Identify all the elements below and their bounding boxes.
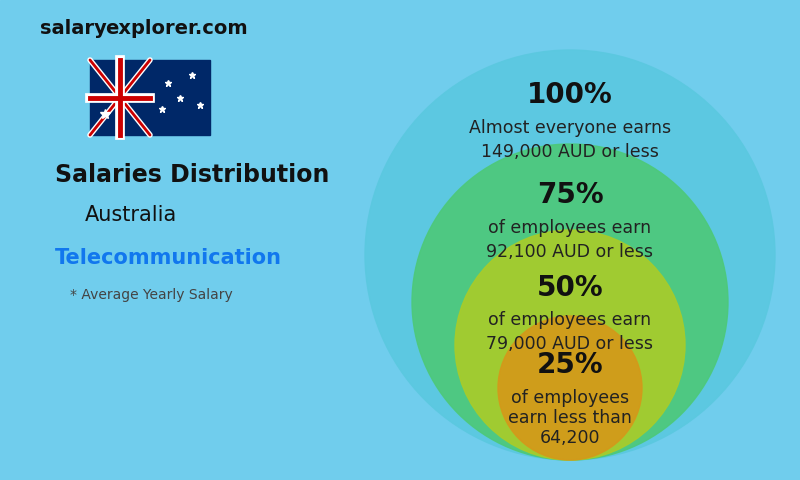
Text: 100%: 100%	[527, 81, 613, 109]
Text: Almost everyone earns: Almost everyone earns	[469, 119, 671, 137]
Text: of employees earn: of employees earn	[489, 219, 651, 237]
Text: 25%: 25%	[537, 351, 603, 379]
Text: Australia: Australia	[85, 205, 178, 225]
Text: 79,000 AUD or less: 79,000 AUD or less	[486, 335, 654, 353]
Text: 75%: 75%	[537, 181, 603, 209]
Text: 92,100 AUD or less: 92,100 AUD or less	[486, 243, 654, 261]
Ellipse shape	[498, 316, 642, 460]
Text: salary: salary	[40, 19, 106, 37]
Text: of employees: of employees	[511, 389, 629, 407]
Text: of employees earn: of employees earn	[489, 311, 651, 329]
Text: 149,000 AUD or less: 149,000 AUD or less	[481, 143, 659, 161]
Ellipse shape	[455, 230, 685, 460]
Text: Telecommunication: Telecommunication	[55, 248, 282, 268]
Text: * Average Yearly Salary: * Average Yearly Salary	[70, 288, 233, 302]
Ellipse shape	[365, 50, 775, 460]
Ellipse shape	[412, 144, 728, 460]
Text: 64,200: 64,200	[540, 429, 600, 447]
Text: earn less than: earn less than	[508, 409, 632, 427]
Text: 50%: 50%	[537, 274, 603, 302]
Text: explorer.com: explorer.com	[105, 19, 248, 37]
Text: Salaries Distribution: Salaries Distribution	[55, 163, 330, 187]
Bar	[90, 60, 210, 135]
